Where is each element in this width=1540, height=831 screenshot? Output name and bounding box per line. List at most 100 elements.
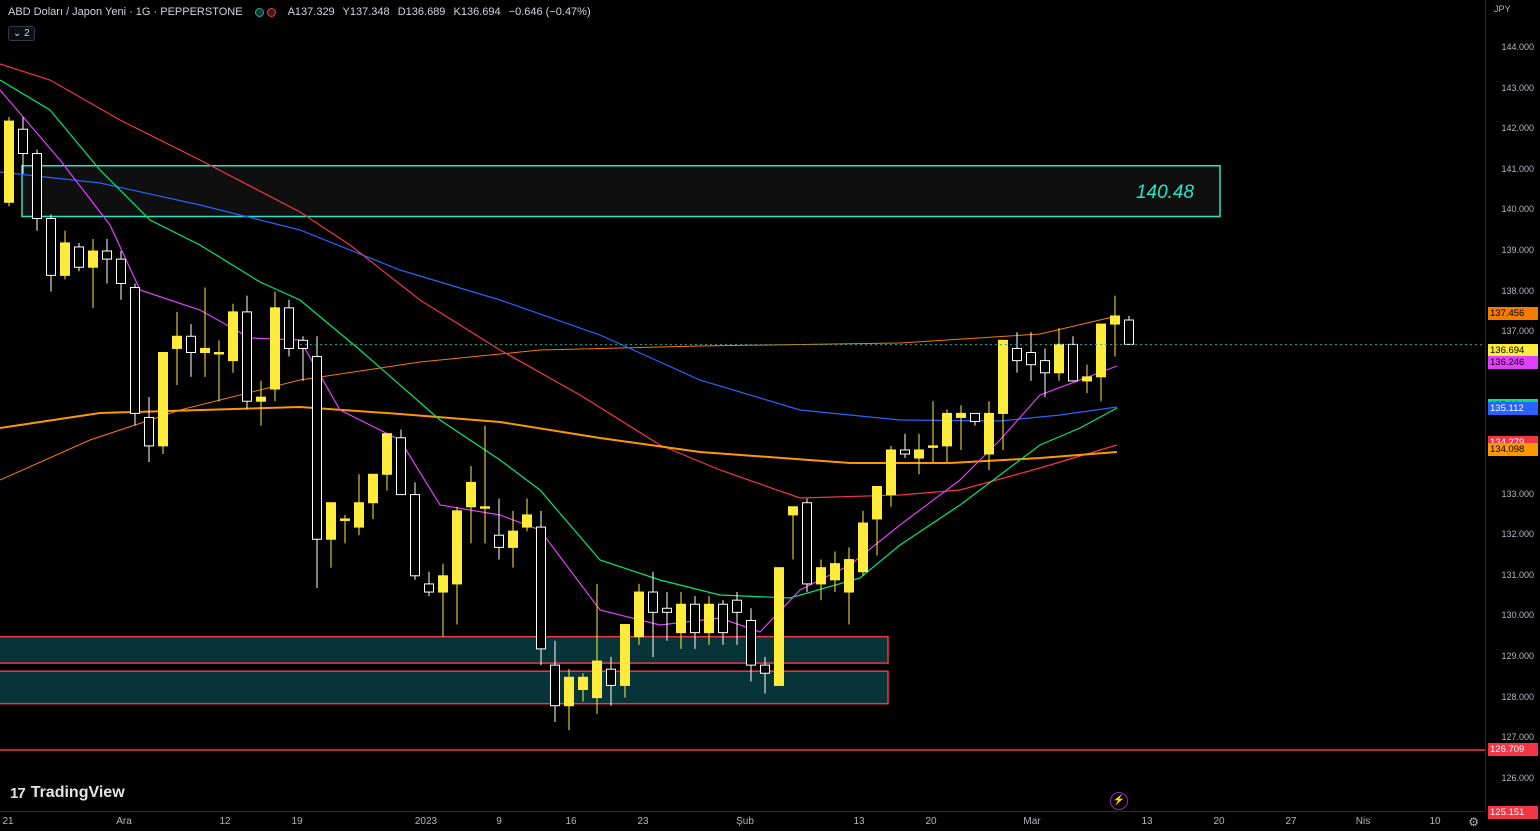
candle[interactable] bbox=[914, 433, 924, 475]
data-feed-icon[interactable] bbox=[266, 7, 276, 17]
candle[interactable] bbox=[802, 498, 812, 593]
candle[interactable] bbox=[830, 551, 840, 593]
candle[interactable] bbox=[858, 510, 868, 576]
settings-gear-icon[interactable]: ⚙ bbox=[1468, 815, 1479, 829]
candle[interactable] bbox=[424, 571, 434, 597]
candle[interactable] bbox=[578, 673, 588, 702]
candle[interactable] bbox=[200, 287, 210, 377]
candle[interactable] bbox=[340, 514, 350, 544]
candle[interactable] bbox=[396, 429, 406, 496]
candle[interactable] bbox=[886, 445, 896, 507]
candle[interactable] bbox=[774, 567, 784, 686]
candle[interactable] bbox=[956, 405, 966, 450]
candle[interactable] bbox=[900, 433, 910, 459]
candle[interactable] bbox=[718, 600, 728, 645]
ma-line-green[interactable] bbox=[0, 79, 1118, 599]
candle[interactable] bbox=[382, 433, 392, 491]
candle[interactable] bbox=[1040, 348, 1050, 398]
candle[interactable] bbox=[354, 474, 364, 536]
candle[interactable] bbox=[564, 669, 574, 731]
candle[interactable] bbox=[1096, 323, 1106, 402]
candle[interactable] bbox=[60, 230, 70, 280]
candle[interactable] bbox=[214, 340, 224, 402]
candle[interactable] bbox=[88, 238, 98, 308]
candle[interactable] bbox=[620, 624, 630, 698]
time-axis[interactable]: 21 Ara 12 19 2023 9 16 23 Şub 13 20 Mar 13 20 27 Nis 10 … bbox=[0, 811, 1485, 831]
candle[interactable] bbox=[1124, 315, 1134, 345]
candle[interactable] bbox=[1054, 328, 1064, 381]
candle[interactable] bbox=[788, 506, 798, 560]
candle[interactable] bbox=[522, 498, 532, 532]
candle[interactable] bbox=[46, 214, 56, 292]
candle[interactable] bbox=[368, 473, 378, 519]
candle[interactable] bbox=[228, 303, 238, 373]
candle[interactable] bbox=[438, 563, 448, 637]
candle[interactable] bbox=[284, 299, 294, 357]
candle[interactable] bbox=[1068, 336, 1078, 382]
candle[interactable] bbox=[4, 117, 14, 207]
candle[interactable] bbox=[662, 592, 672, 641]
candle[interactable] bbox=[270, 291, 280, 402]
candle[interactable] bbox=[816, 559, 826, 601]
candle[interactable] bbox=[312, 336, 322, 588]
candle[interactable] bbox=[1026, 332, 1036, 381]
resistance-zone[interactable] bbox=[21, 164, 1221, 218]
candle[interactable] bbox=[872, 485, 882, 556]
candle[interactable] bbox=[676, 592, 686, 649]
candle[interactable] bbox=[1012, 332, 1022, 373]
candle[interactable] bbox=[242, 295, 252, 410]
market-status-icon[interactable] bbox=[254, 7, 264, 17]
candle[interactable] bbox=[648, 571, 658, 657]
candle[interactable] bbox=[326, 502, 336, 568]
candle[interactable] bbox=[746, 608, 756, 682]
candle[interactable] bbox=[1110, 295, 1120, 357]
currency-label[interactable]: JPY bbox=[1494, 4, 1511, 14]
candle[interactable] bbox=[130, 283, 140, 426]
support-zone-1[interactable] bbox=[0, 635, 889, 664]
candle[interactable] bbox=[480, 425, 490, 544]
candle[interactable] bbox=[970, 412, 980, 426]
candle[interactable] bbox=[634, 583, 644, 645]
candle[interactable] bbox=[144, 397, 154, 463]
candle[interactable] bbox=[298, 336, 308, 381]
candle[interactable] bbox=[550, 640, 560, 722]
candle[interactable] bbox=[452, 506, 462, 625]
price-chart[interactable]: 140.48 bbox=[0, 0, 1485, 811]
candle[interactable] bbox=[18, 117, 28, 174]
candle[interactable] bbox=[536, 510, 546, 666]
candle[interactable] bbox=[186, 324, 196, 377]
ma-line-orange[interactable] bbox=[0, 405, 1118, 464]
candle[interactable] bbox=[494, 498, 504, 560]
candle[interactable] bbox=[1082, 364, 1092, 394]
tradingview-logo[interactable]: 17 TradingView bbox=[10, 784, 125, 802]
candle[interactable] bbox=[158, 352, 168, 455]
lightning-icon[interactable]: ⚡ bbox=[1110, 792, 1128, 810]
candle[interactable] bbox=[998, 339, 1008, 450]
candle[interactable] bbox=[116, 251, 126, 300]
candle[interactable] bbox=[844, 547, 854, 625]
candle[interactable] bbox=[102, 238, 112, 284]
candle[interactable] bbox=[256, 380, 266, 426]
candle[interactable] bbox=[704, 596, 714, 645]
candle[interactable] bbox=[508, 510, 518, 568]
candle[interactable] bbox=[74, 242, 84, 272]
candle[interactable] bbox=[984, 401, 994, 471]
candle[interactable] bbox=[466, 466, 476, 544]
candle[interactable] bbox=[410, 482, 420, 580]
candle[interactable] bbox=[592, 583, 602, 714]
candle[interactable] bbox=[760, 657, 770, 694]
indicators-collapse-button[interactable]: ⌄ 2 bbox=[8, 26, 35, 41]
symbol-title[interactable]: ABD Doları / Japon Yeni · 1G · PEPPERSTO… bbox=[8, 6, 243, 18]
candle[interactable] bbox=[172, 311, 182, 385]
candle[interactable] bbox=[732, 592, 742, 645]
candle[interactable] bbox=[32, 149, 42, 231]
ma-line-purple[interactable] bbox=[0, 89, 1118, 633]
support-zone-2[interactable] bbox=[0, 670, 889, 705]
price-axis[interactable]: JPY 144.000 143.000 142.000 141.000 140.000 1… bbox=[1485, 0, 1540, 820]
ma-line-red[interactable] bbox=[0, 63, 1118, 499]
candle[interactable] bbox=[606, 657, 616, 706]
ma-line-blue[interactable] bbox=[0, 171, 1118, 422]
candle[interactable] bbox=[928, 401, 938, 463]
candle[interactable] bbox=[942, 409, 952, 463]
candle[interactable] bbox=[690, 596, 700, 649]
